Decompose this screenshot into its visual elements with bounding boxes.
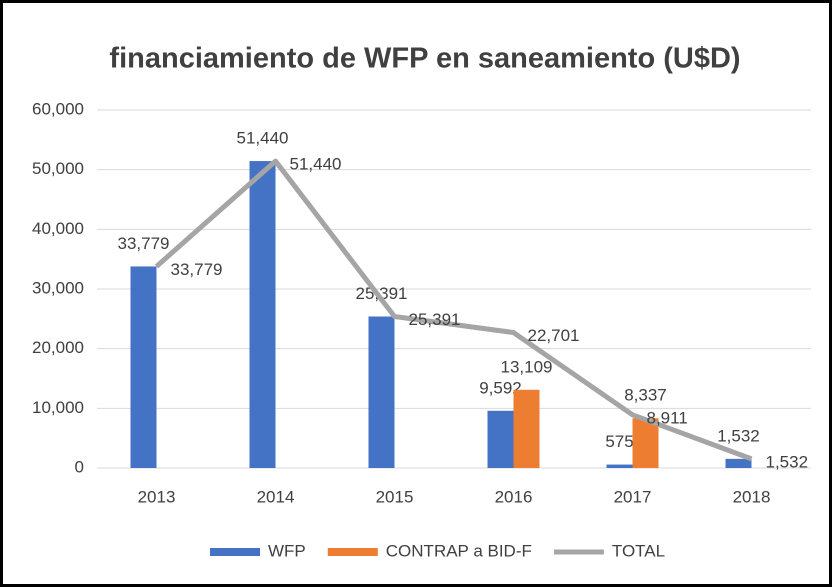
x-tick-label: 2013	[138, 487, 176, 506]
data-label: 575	[605, 432, 633, 451]
bar	[632, 418, 659, 468]
bar	[606, 464, 633, 468]
bar	[368, 316, 395, 468]
x-tick-label: 2017	[614, 487, 652, 506]
bar	[513, 389, 540, 468]
chart-title: financiamiento de WFP en saneamiento (U$…	[109, 43, 740, 75]
data-label: 33,779	[118, 234, 170, 253]
y-tick-label: 20,000	[32, 338, 84, 357]
x-tick-label: 2018	[733, 487, 771, 506]
bar	[130, 266, 157, 468]
legend-label: WFP	[268, 541, 306, 560]
data-label: 1,532	[717, 426, 760, 445]
data-label: 9,592	[479, 378, 522, 397]
y-tick-label: 10,000	[32, 398, 84, 417]
data-label: 33,779	[171, 260, 223, 279]
y-tick-label: 60,000	[32, 99, 84, 118]
legend-label: CONTRAP a BID-F	[386, 541, 532, 560]
legend-swatch	[327, 548, 378, 556]
y-tick-label: 40,000	[32, 219, 84, 238]
y-tick-label: 50,000	[32, 159, 84, 178]
bar	[249, 161, 276, 469]
line	[154, 158, 753, 462]
data-label: 13,109	[501, 357, 553, 376]
y-tick-label: 30,000	[32, 278, 84, 297]
x-tick-label: 2016	[495, 487, 533, 506]
x-tick-label: 2014	[257, 487, 295, 506]
data-label: 8,337	[624, 386, 667, 405]
data-label: 51,440	[290, 155, 342, 174]
data-label: 25,391	[409, 310, 461, 329]
legend-label: TOTAL	[612, 541, 665, 560]
data-label: 51,440	[237, 129, 289, 148]
x-tick-label: 2015	[376, 487, 414, 506]
data-label: 22,701	[528, 326, 580, 345]
y-tick-label: 0	[75, 457, 84, 476]
data-label: 1,532	[766, 452, 809, 471]
data-label: 8,911	[647, 408, 688, 427]
data-label: 25,391	[356, 284, 408, 303]
bar	[725, 458, 752, 468]
bar	[487, 410, 514, 468]
legend-swatch	[210, 548, 260, 556]
